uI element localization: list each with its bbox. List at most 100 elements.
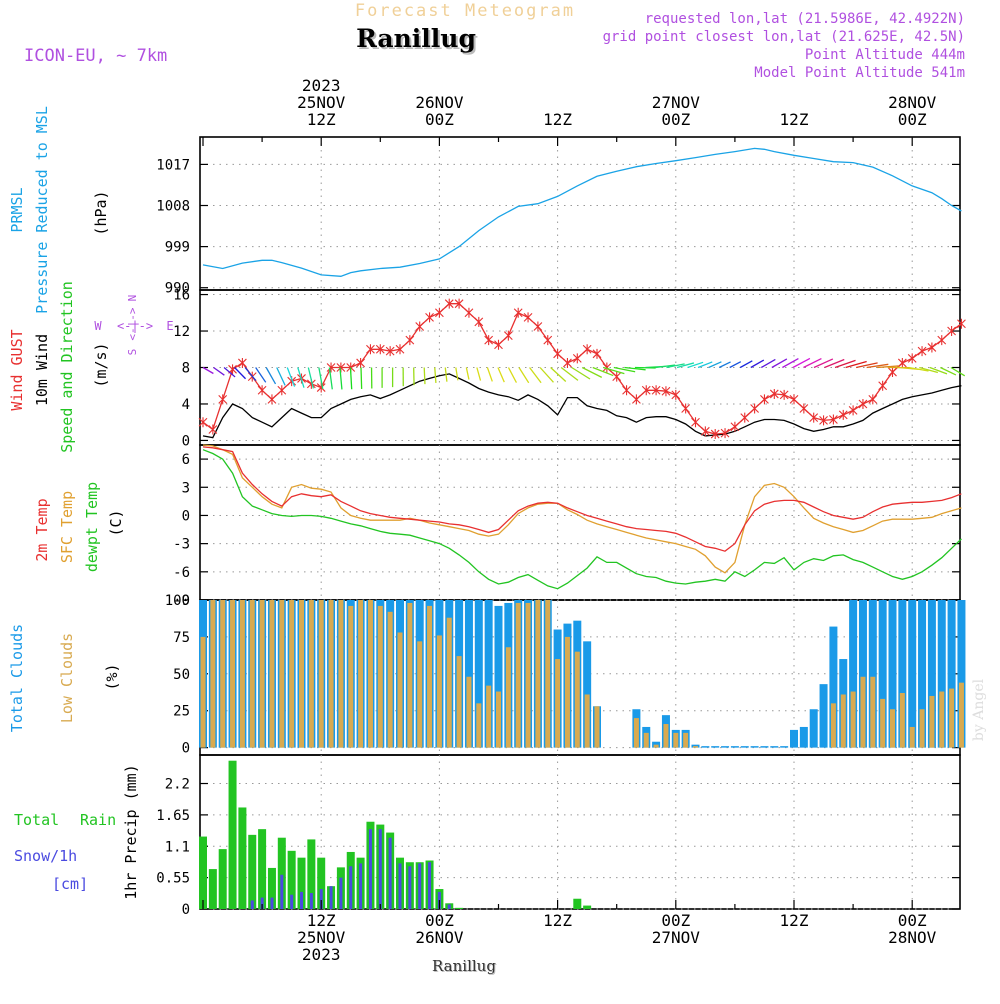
precip-panel-labels: Total Rain Snow/1h [cm] 1hr Precip (mm) bbox=[14, 764, 140, 899]
cloud-low-bar bbox=[388, 612, 393, 748]
cloud-low-bar bbox=[959, 683, 964, 748]
wind-direction-arrow bbox=[350, 368, 351, 390]
temperature-ytick-label: -6 bbox=[173, 565, 190, 581]
snow-bar bbox=[408, 866, 411, 909]
wind-gust-marker bbox=[426, 312, 434, 322]
cloud-low-bar bbox=[250, 600, 255, 748]
cloud-low-bar bbox=[831, 703, 836, 747]
wind-direction-arrow bbox=[445, 368, 447, 382]
clouds-unit: (%) bbox=[103, 663, 121, 690]
rain-bar bbox=[248, 835, 256, 909]
wind-label-10m: 10m Wind bbox=[33, 334, 51, 406]
temp-label-dew: dewpt Temp bbox=[83, 482, 101, 572]
time-label-bottom: 12Z bbox=[543, 911, 572, 930]
precip-label-cm: [cm] bbox=[52, 875, 88, 893]
time-label-top: 00Z bbox=[425, 110, 454, 129]
product-title: Forecast Meteogram bbox=[355, 1, 575, 21]
pressure-ytick-label: 1017 bbox=[156, 157, 190, 173]
wind-gust-marker bbox=[879, 381, 887, 391]
wind-direction-arrow bbox=[435, 368, 436, 383]
wind-gust-marker bbox=[485, 335, 493, 345]
cloud-low-bar bbox=[319, 600, 324, 748]
cloud-low-bar bbox=[338, 600, 343, 748]
cloud-low-bar bbox=[673, 733, 678, 748]
wind-gust-marker bbox=[554, 349, 562, 359]
wind-direction-arrow bbox=[730, 362, 741, 368]
cloud-low-bar bbox=[910, 727, 915, 748]
wind-direction-arrow bbox=[530, 368, 542, 383]
wind-label-dir: Speed and Direction bbox=[58, 281, 76, 453]
compass-north: N bbox=[126, 295, 139, 302]
cloud-total-bar bbox=[790, 730, 798, 748]
dewpoint-line bbox=[203, 450, 961, 589]
cloud-low-bar bbox=[535, 600, 540, 748]
cloud-low-bar bbox=[949, 689, 954, 748]
time-label-bottom: 28NOV bbox=[888, 928, 937, 947]
wind-label-gust: Wind GUST bbox=[8, 329, 26, 410]
precip-label-rain: Rain bbox=[80, 811, 116, 829]
temp-panel-labels: 2m Temp SFC Temp dewpt Temp (C) bbox=[33, 482, 125, 572]
cloud-low-bar bbox=[900, 693, 905, 748]
cloud-low-bar bbox=[506, 647, 511, 747]
wind-gust-marker bbox=[623, 385, 631, 395]
cloud-low-bar bbox=[693, 746, 698, 747]
wind-gust-marker bbox=[268, 394, 276, 404]
temp-label-sfc: SFC Temp bbox=[58, 491, 76, 563]
rain-bar bbox=[238, 807, 246, 909]
plot-area: 990999100810170481216-9-6-30360255075100… bbox=[156, 76, 965, 964]
wind-gust-marker bbox=[435, 308, 443, 318]
cloud-low-bar bbox=[299, 600, 304, 748]
cloud-low-bar bbox=[585, 694, 590, 747]
cloud-low-bar bbox=[269, 600, 274, 748]
rain-bar bbox=[219, 849, 227, 909]
wind-gust-marker bbox=[800, 404, 808, 414]
temp-unit: (C) bbox=[107, 509, 125, 536]
cloud-low-bar bbox=[644, 733, 649, 748]
cloud-low-bar bbox=[378, 606, 383, 748]
snow-bar bbox=[330, 886, 333, 909]
snow-bar bbox=[251, 900, 254, 909]
pressure-panel-frame bbox=[200, 137, 960, 290]
clouds-label-total: Total Clouds bbox=[8, 624, 26, 732]
precip-ytick-label: 1.1 bbox=[165, 839, 190, 855]
precip-label-total: Total bbox=[14, 811, 59, 829]
cloud-total-bar bbox=[810, 709, 818, 747]
cloud-low-bar bbox=[210, 600, 215, 748]
wind-gust-marker bbox=[317, 383, 325, 393]
wind-direction-arrow bbox=[519, 368, 529, 383]
clouds-ytick-label: 50 bbox=[173, 667, 190, 683]
rain-bar bbox=[229, 761, 237, 909]
wind-gust-marker bbox=[790, 394, 798, 404]
cloud-low-bar bbox=[880, 699, 885, 748]
cloud-low-bar bbox=[851, 692, 856, 748]
wind-gust-marker bbox=[849, 405, 857, 415]
time-label-top: 12Z bbox=[780, 110, 809, 129]
wind-gust-marker bbox=[357, 358, 365, 368]
wind-gust-marker bbox=[957, 319, 965, 329]
compass-south: S bbox=[126, 349, 139, 356]
model-altitude: Model Point Altitude 541m bbox=[754, 65, 965, 81]
cloud-low-bar bbox=[417, 641, 422, 747]
wind-gust-marker bbox=[760, 394, 768, 404]
wind-direction-arrow bbox=[951, 368, 965, 376]
cloud-total-bar bbox=[751, 746, 759, 747]
wind-speed-line bbox=[203, 374, 961, 438]
time-label-bottom: 26NOV bbox=[415, 928, 464, 947]
time-label-bottom: 2023 bbox=[302, 945, 341, 964]
snow-bar bbox=[379, 829, 382, 909]
wind-direction-arrow bbox=[751, 360, 764, 367]
wind-gust-marker bbox=[839, 410, 847, 420]
wind-gust-marker bbox=[573, 353, 581, 363]
temp-label-2m: 2m Temp bbox=[33, 498, 51, 561]
snow-bar bbox=[280, 875, 283, 909]
cloud-low-bar bbox=[654, 745, 659, 748]
temperature-ytick-label: -3 bbox=[173, 537, 190, 553]
cloud-low-bar bbox=[466, 677, 471, 748]
wind-gust-marker bbox=[475, 317, 483, 327]
cloud-low-bar bbox=[545, 600, 550, 748]
cloud-total-bar bbox=[701, 746, 709, 747]
wind-ytick-label: 4 bbox=[182, 397, 190, 413]
snow-bar bbox=[300, 892, 303, 909]
cloud-low-bar bbox=[289, 600, 294, 748]
